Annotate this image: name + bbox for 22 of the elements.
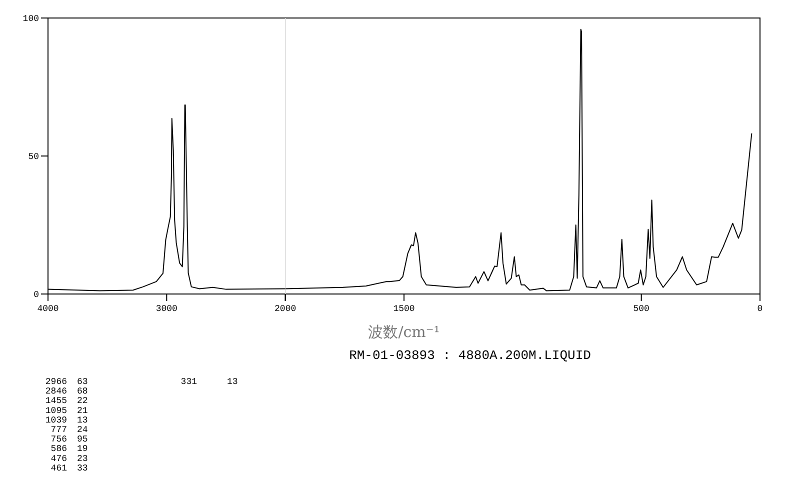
text: 2966 63 xyxy=(45,377,88,387)
text: 461 33 xyxy=(50,463,88,474)
text: 1455 22 xyxy=(45,396,88,406)
x-tick-label: 1500 xyxy=(393,304,415,314)
text: 1095 21 xyxy=(45,406,88,416)
x-tick-label: 500 xyxy=(633,304,650,314)
text: RM-01-03893 : 4880A.200M.LIQUID xyxy=(349,348,592,363)
x-tick-label: 0 xyxy=(757,304,763,314)
text: 476 23 xyxy=(50,454,88,464)
text: 586 19 xyxy=(50,444,88,454)
x-tick-label: 4000 xyxy=(37,304,59,314)
text: 777 24 xyxy=(50,425,88,435)
y-tick-label: 50 xyxy=(28,152,39,162)
text: 331 13 xyxy=(180,377,238,387)
x-axis-title: 波数/cm⁻¹ xyxy=(368,323,440,341)
text: 1039 13 xyxy=(45,415,88,426)
text: 756 95 xyxy=(50,434,88,445)
text: 2846 68 xyxy=(45,386,88,397)
y-tick-label: 0 xyxy=(34,290,39,300)
y-tick-label: 100 xyxy=(22,14,39,24)
x-tick-label: 3000 xyxy=(156,304,178,314)
x-tick-label: 2000 xyxy=(274,304,296,314)
